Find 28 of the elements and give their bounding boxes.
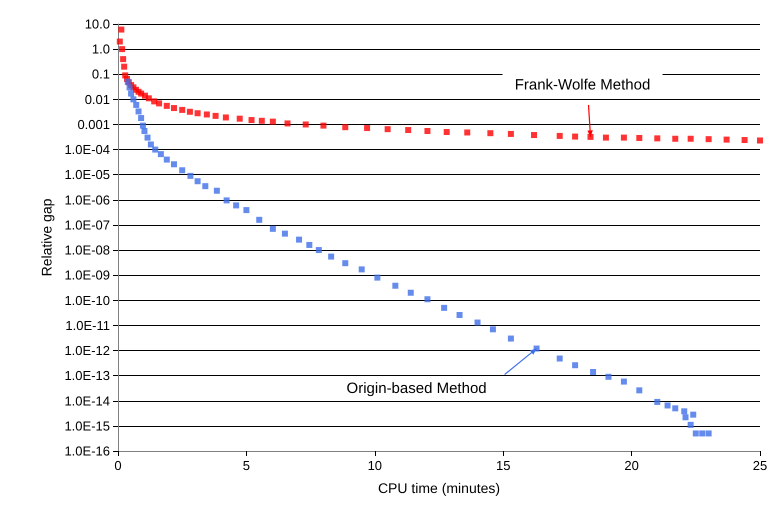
x-axis-title: CPU time (minutes) bbox=[378, 480, 500, 496]
annotation: Origin-based Method bbox=[346, 380, 487, 398]
y-axis-title: Relative gap bbox=[38, 198, 55, 276]
y-tick-label: 1.0E-13 bbox=[64, 368, 110, 384]
y-tick-label: 1.0E-04 bbox=[64, 142, 110, 158]
y-tick-label: 0.001 bbox=[77, 116, 110, 132]
x-tick-label: 0 bbox=[114, 458, 122, 473]
y-tick-label: 1.0E-09 bbox=[64, 268, 110, 283]
y-tick-label: 1.0E-15 bbox=[64, 418, 110, 434]
y-tick-label: 1.0E-06 bbox=[64, 192, 110, 208]
y-tick-label: 0.01 bbox=[84, 92, 110, 107]
y-tick-label: 1.0E-05 bbox=[64, 167, 110, 182]
y-tick-label: 1.0E-12 bbox=[64, 343, 110, 358]
x-tick-label: 25 bbox=[752, 458, 768, 473]
x-tick-label: 15 bbox=[496, 458, 510, 473]
y-tick-label: 1.0E-14 bbox=[64, 393, 110, 408]
y-tick-label: 1.0E-11 bbox=[65, 318, 110, 333]
y-tick-label: 1.0E-16 bbox=[64, 444, 110, 458]
y-tick-label: 1.0E-07 bbox=[64, 217, 110, 232]
x-tick-label: 20 bbox=[624, 458, 639, 473]
y-tick-label: 0.1 bbox=[92, 66, 110, 82]
y-tick-label: 10.0 bbox=[84, 16, 110, 32]
y-tick-label: 1.0E-08 bbox=[64, 242, 110, 258]
x-tick-label: 10 bbox=[368, 458, 382, 473]
x-tick-label: 5 bbox=[242, 458, 250, 473]
y-tick-label: 1.0E-10 bbox=[64, 292, 110, 308]
annotation: Frank-Wolfe Method bbox=[514, 76, 650, 94]
y-tick-label: 1.0 bbox=[92, 42, 110, 57]
